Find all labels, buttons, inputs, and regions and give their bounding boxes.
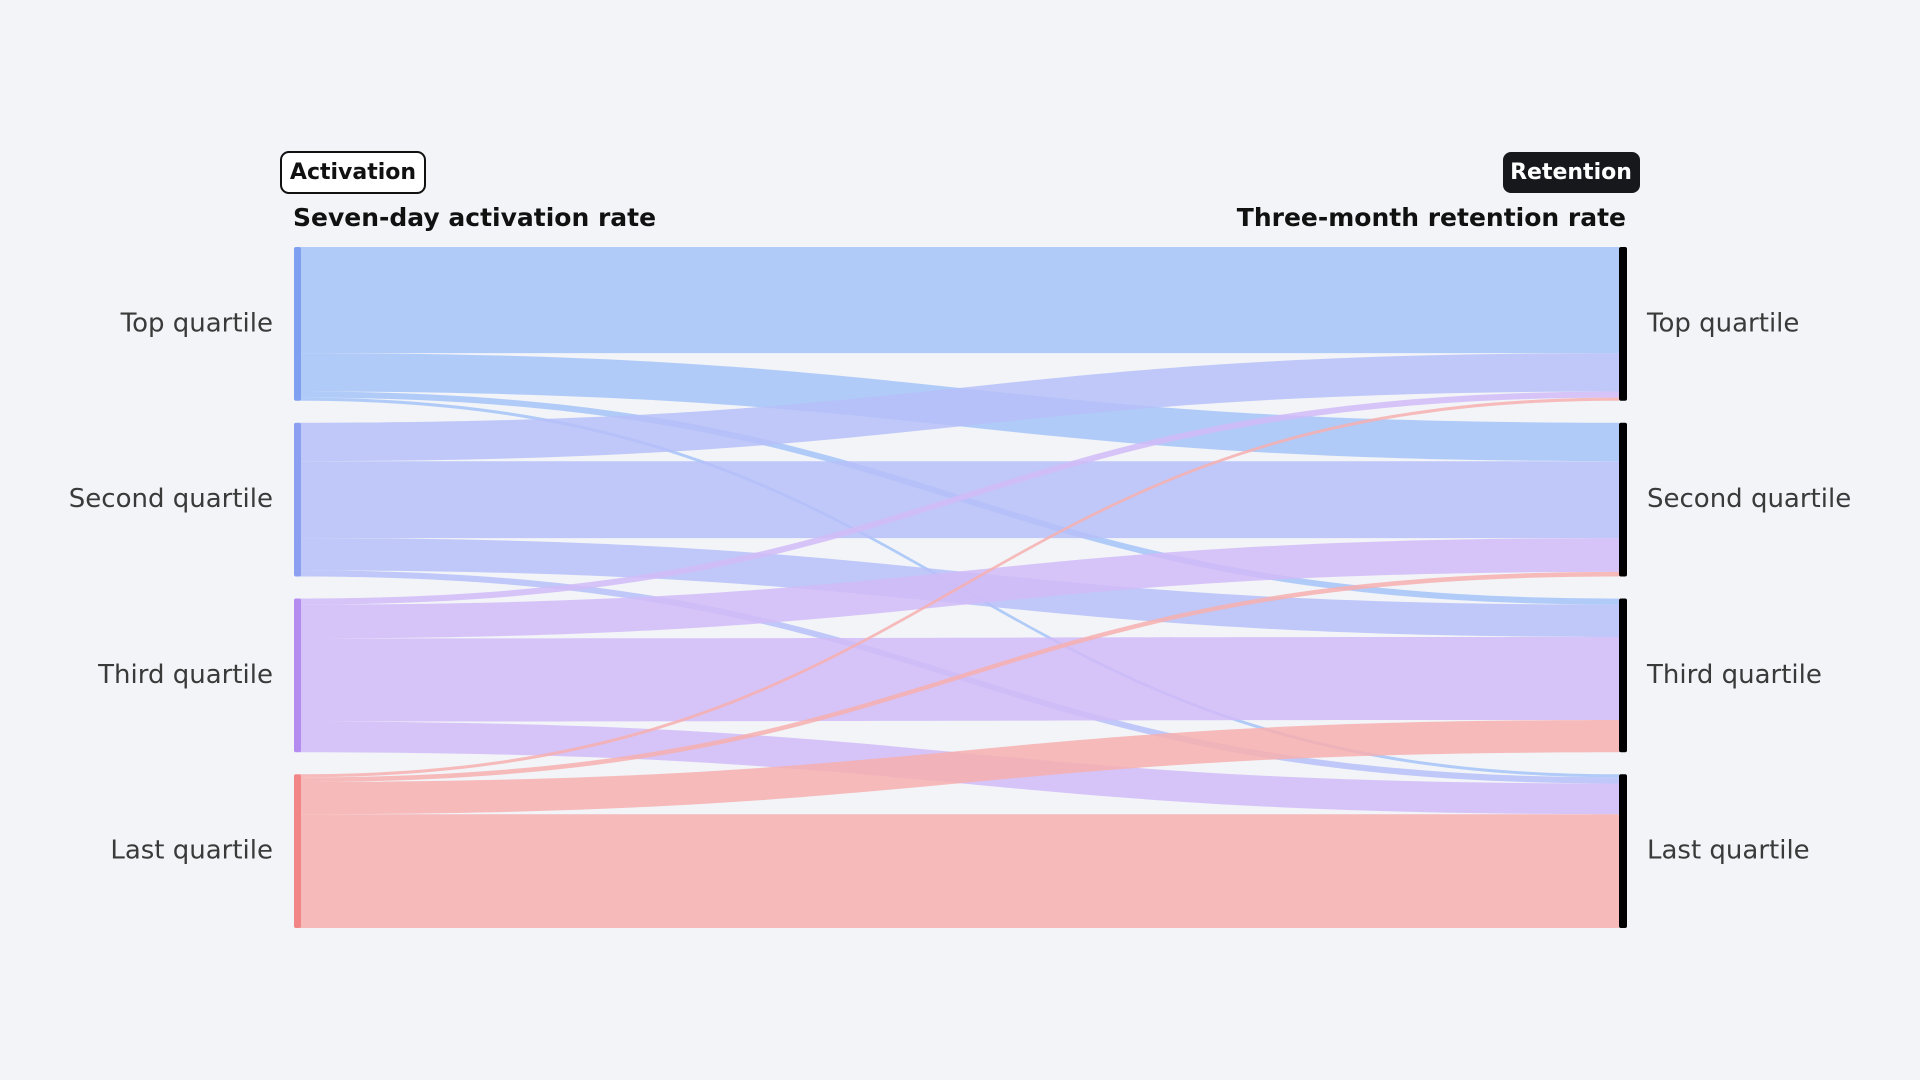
- flow: [300, 397, 1619, 778]
- flow: [300, 247, 1619, 354]
- left-title: Seven-day activation rate: [293, 203, 656, 232]
- flow: [300, 571, 1619, 782]
- left-node: [294, 247, 301, 401]
- right-node: [1619, 247, 1627, 401]
- badge: [1503, 152, 1640, 193]
- left-node-label: Third quartile: [97, 660, 273, 690]
- flow: [300, 391, 1619, 605]
- left-node-label: Top quartile: [120, 308, 273, 338]
- flow: [300, 814, 1619, 928]
- right-title: Three-month retention rate: [1237, 203, 1626, 232]
- nodes: Top quartile Top quartile Second quartile S…: [69, 247, 1851, 928]
- links: [300, 247, 1619, 928]
- right-node-label: Third quartile: [1646, 660, 1822, 690]
- right-node-label: Second quartile: [1647, 484, 1851, 514]
- right-node-label: Last quartile: [1647, 836, 1810, 866]
- right-node: [1619, 774, 1627, 928]
- badge-text: Activation: [290, 160, 416, 185]
- left-node: [294, 774, 301, 928]
- flow: [300, 353, 1619, 462]
- right-node: [1619, 422, 1627, 577]
- right-node: [1619, 598, 1627, 753]
- left-node: [294, 598, 301, 753]
- badge-text: Retention: [1510, 160, 1632, 185]
- badge: [280, 151, 426, 194]
- left-node: [294, 422, 301, 577]
- left-node-label: Second quartile: [69, 484, 273, 514]
- left-node-label: Last quartile: [110, 836, 273, 866]
- right-node-label: Top quartile: [1646, 308, 1799, 338]
- flow: [300, 719, 1619, 815]
